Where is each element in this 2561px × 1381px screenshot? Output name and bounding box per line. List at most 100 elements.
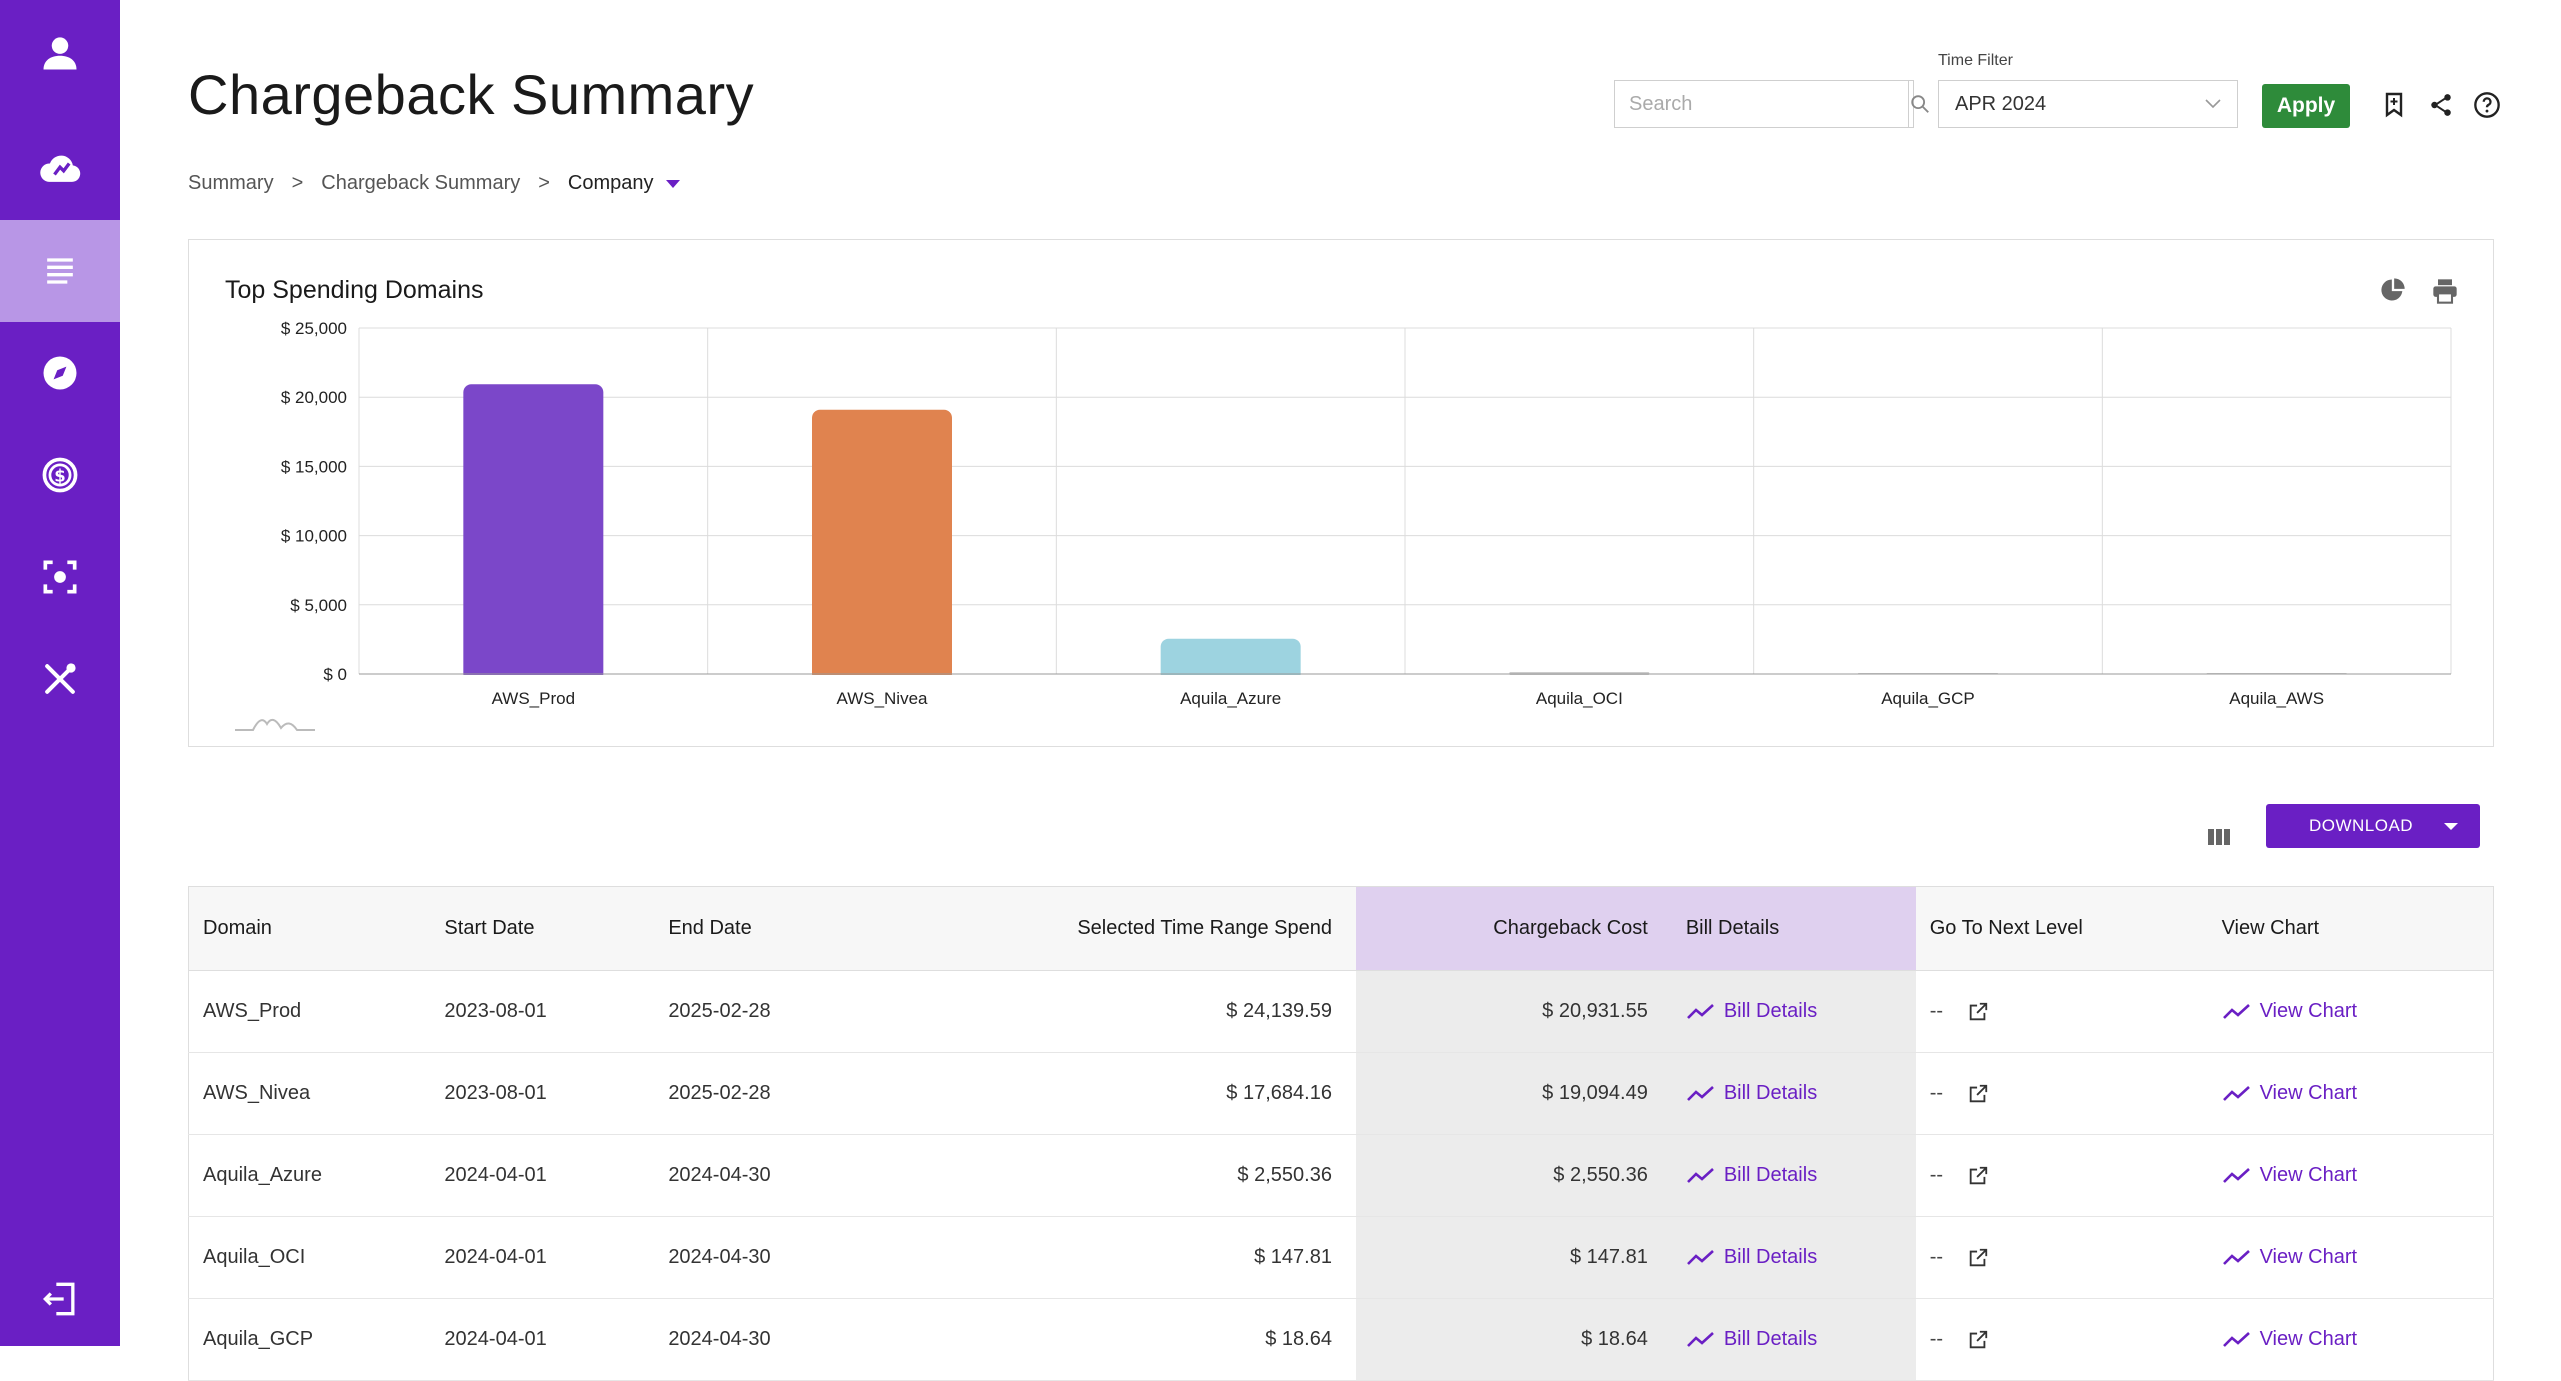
y-tick-label: $ 25,000 [281, 319, 347, 338]
cell-chargeback-cost: $ 18.64 [1355, 1298, 1672, 1381]
header-next-level[interactable]: Go To Next Level [1915, 886, 2208, 971]
cell-end-date: 2025-02-28 [654, 970, 879, 1053]
view-chart-label: View Chart [2259, 1082, 2358, 1104]
bill-details-link[interactable]: Bill Details [1686, 1328, 1902, 1351]
cell-chargeback-cost: $ 19,094.49 [1355, 1052, 1672, 1135]
cell-view-chart: View Chart [2207, 1052, 2494, 1135]
help-button[interactable] [2472, 90, 2502, 120]
bill-details-link[interactable]: Bill Details [1686, 1164, 1902, 1187]
sidebar-item-profile[interactable] [0, 2, 120, 104]
sidebar-item-scan[interactable] [0, 526, 120, 628]
download-dropdown-icon[interactable] [2444, 823, 2458, 830]
header-end-date[interactable]: End Date [654, 886, 879, 971]
cell-next-level: -- [1915, 1216, 2208, 1299]
chevron-down-icon [2205, 99, 2221, 109]
breadcrumb-item-chargeback-summary[interactable]: Chargeback Summary [321, 172, 521, 194]
sidebar-item-savings[interactable]: $ [0, 424, 120, 526]
search-input[interactable] [1615, 81, 1908, 127]
print-button[interactable] [2431, 278, 2459, 309]
cell-end-date: 2025-02-28 [654, 1052, 879, 1135]
caret-down-icon[interactable] [665, 179, 680, 188]
y-tick-label: $ 5,000 [290, 596, 347, 615]
time-filter-select[interactable]: APR 2024 [1938, 80, 2238, 128]
next-level-value: -- [1929, 1246, 1944, 1268]
download-button[interactable]: DOWNLOAD [2266, 804, 2480, 848]
header-start-date[interactable]: Start Date [430, 886, 655, 971]
open-external-icon[interactable] [1967, 1001, 1989, 1023]
view-chart-link[interactable]: View Chart [2222, 1246, 2479, 1269]
trend-icon [1686, 1167, 1714, 1183]
share-icon [2431, 94, 2451, 116]
cell-domain: Aquila_Azure [188, 1134, 431, 1217]
view-chart-link[interactable]: View Chart [2222, 1164, 2479, 1187]
view-chart-label: View Chart [2259, 1246, 2358, 1268]
page-title: Chargeback Summary [188, 63, 755, 126]
header-chargeback-cost[interactable]: Chargeback Cost [1355, 886, 1672, 971]
sidebar-item-tools[interactable] [0, 628, 120, 730]
open-external-icon[interactable] [1967, 1083, 1989, 1105]
share-button[interactable] [2426, 90, 2456, 120]
next-level-value: -- [1929, 1000, 1944, 1022]
print-icon [2433, 279, 2457, 304]
open-external-icon[interactable] [1967, 1165, 1989, 1187]
bill-details-label: Bill Details [1723, 1328, 1818, 1350]
bill-details-link[interactable]: Bill Details [1686, 1082, 1902, 1105]
chargeback-table: Domain Start Date End Date Selected Time… [188, 886, 2494, 1381]
breadcrumb-separator: > [291, 172, 304, 194]
cell-start-date: 2023-08-01 [430, 970, 655, 1053]
bill-details-link[interactable]: Bill Details [1686, 1000, 1902, 1023]
open-external-icon[interactable] [1967, 1247, 1989, 1269]
cell-next-level: -- [1915, 1052, 2208, 1135]
next-level-value: -- [1929, 1164, 1944, 1186]
x-tick-label: Aquila_OCI [1536, 689, 1623, 708]
view-chart-link[interactable]: View Chart [2222, 1000, 2479, 1023]
header-spend[interactable]: Selected Time Range Spend [878, 886, 1356, 971]
header-domain[interactable]: Domain [188, 886, 431, 971]
table-row: Aquila_GCP 2024-04-01 2024-04-30 $ 18.64… [188, 1298, 2494, 1381]
search-button[interactable] [1908, 81, 1931, 127]
cell-spend: $ 2,550.36 [878, 1134, 1356, 1217]
cell-chargeback-cost: $ 2,550.36 [1355, 1134, 1672, 1217]
cell-next-level: -- [1915, 970, 2208, 1053]
table-header-row: Domain Start Date End Date Selected Time… [188, 886, 2494, 971]
bill-details-link[interactable]: Bill Details [1686, 1246, 1902, 1269]
cell-next-level: -- [1915, 1298, 2208, 1381]
next-level-value: -- [1929, 1328, 1944, 1350]
bookmark-button[interactable] [2379, 90, 2409, 120]
sparkline-icon [235, 718, 315, 731]
sidebar-item-explore[interactable] [0, 322, 120, 424]
logout-icon [42, 1282, 75, 1316]
svg-text:$: $ [54, 466, 65, 485]
sidebar-item-logout[interactable] [0, 1248, 120, 1350]
view-chart-link[interactable]: View Chart [2222, 1328, 2479, 1351]
cell-domain: Aquila_OCI [188, 1216, 431, 1299]
sidebar-item-summary[interactable] [0, 220, 120, 322]
bar-aquila-oci [1509, 671, 1650, 676]
trend-icon [2222, 1249, 2250, 1265]
search-icon [1911, 95, 1929, 113]
user-icon [43, 37, 77, 70]
open-external-icon[interactable] [1967, 1329, 1989, 1351]
axis-mask [359, 675, 2451, 685]
chart-type-button[interactable] [2379, 276, 2407, 309]
cell-domain: AWS_Nivea [188, 1052, 431, 1135]
compass-icon [43, 356, 77, 390]
apply-button[interactable]: Apply [2262, 84, 2350, 128]
sidebar: $ [0, 0, 120, 1346]
columns-button[interactable] [2206, 826, 2232, 848]
cell-spend: $ 147.81 [878, 1216, 1356, 1299]
breadcrumb-item-summary[interactable]: Summary [188, 172, 274, 194]
y-tick-label: $ 10,000 [281, 527, 347, 546]
x-tick-label: Aquila_AWS [2229, 689, 2324, 708]
view-chart-link[interactable]: View Chart [2222, 1082, 2479, 1105]
cell-spend: $ 17,684.16 [878, 1052, 1356, 1135]
trend-icon [1686, 1003, 1714, 1019]
cell-end-date: 2024-04-30 [654, 1134, 879, 1217]
breadcrumb-current-company[interactable]: Company [567, 172, 654, 194]
cell-end-date: 2024-04-30 [654, 1298, 879, 1381]
sidebar-item-dashboard[interactable] [0, 118, 120, 220]
header-bill-details[interactable]: Bill Details [1671, 886, 1916, 971]
x-tick-label: Aquila_Azure [1180, 689, 1281, 708]
cell-spend: $ 24,139.59 [878, 970, 1356, 1053]
header-view-chart[interactable]: View Chart [2207, 886, 2494, 971]
